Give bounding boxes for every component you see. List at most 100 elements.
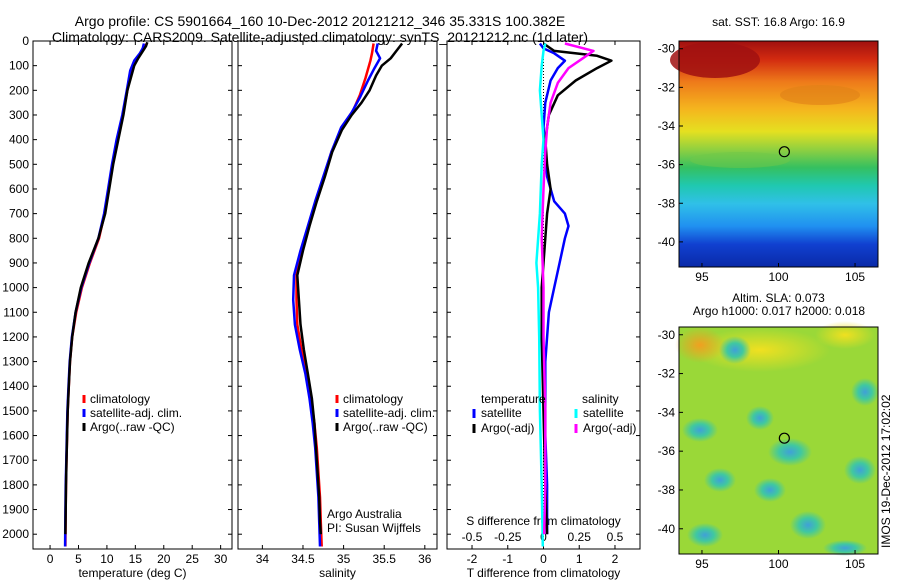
depth-tick-label: 1000: [2, 281, 29, 295]
sla_map-lon-tick-label: 105: [845, 557, 865, 571]
salinity-legend-label: Argo(..raw -QC): [343, 420, 428, 434]
sla-low-1: [719, 336, 751, 364]
difference-series-line: [538, 42, 570, 535]
sst-map: 95 100 105 -30 -32 -34 -36 -38 -40: [658, 40, 879, 284]
sla_map-lat-tick-label: -30: [658, 328, 676, 342]
depth-tick-label: 800: [9, 231, 29, 245]
sla-low-6: [844, 456, 876, 484]
sst_map-lat-tick-label: -38: [658, 196, 676, 210]
depth-tick-label: 1900: [2, 503, 29, 517]
sla-low-7: [754, 478, 786, 502]
figure-title-line1: Argo profile: CS 5901664_160 10-Dec-2012…: [74, 13, 566, 29]
depth-tick-label: 900: [9, 256, 29, 270]
salinity-legend-label: satellite-adj. clim.: [343, 406, 435, 420]
salinity-series-line: [295, 43, 375, 547]
temperature-frame: [32, 40, 233, 550]
depth-tick-label: 600: [9, 182, 29, 196]
sla-low-10: [687, 523, 723, 547]
temperature-xtick-label: 25: [186, 552, 200, 566]
s-difference-tick-label: 0.25: [568, 530, 592, 544]
difference-legend-label: satellite: [583, 406, 624, 420]
salinity-plot: 34 34.5 35 35.5 36 salinity climatologysatelli…: [237, 40, 438, 580]
salinity-xtick-label: 36: [418, 552, 432, 566]
sla-orange-nw: [675, 327, 725, 363]
difference-xtick-label: -2: [467, 552, 478, 566]
difference-series-line: [540, 42, 595, 535]
legend-header-salinity: salinity: [582, 392, 619, 406]
sla_map-lat-tick-label: -40: [658, 522, 676, 536]
difference-series-line: [535, 43, 547, 547]
depth-tick-label: 200: [9, 83, 29, 97]
sla-low-2: [851, 378, 879, 406]
sla_map-lat-tick-label: -34: [658, 405, 676, 419]
temperature-xtick-label: 0: [47, 552, 54, 566]
sst_map-lon-tick-label: 100: [768, 270, 788, 284]
salinity-series-line: [291, 43, 382, 547]
sst-green-patch: [690, 152, 790, 168]
salinity-legend-label: climatology: [343, 392, 403, 406]
temperature-legend-label: climatology: [90, 392, 150, 406]
imos-timestamp: IMOS 19-Dec-2012 17:02:02: [879, 394, 893, 548]
depth-tick-label: 1300: [2, 355, 29, 369]
sst_map-lat-tick-label: -36: [658, 158, 676, 172]
s-difference-tick-label: -0.25: [494, 530, 522, 544]
depth-tick-label: 1600: [2, 429, 29, 443]
depth-tick-label: 300: [9, 108, 29, 122]
salinity-xtick-label: 35.5: [373, 552, 397, 566]
sst_map-lat-tick-label: -30: [658, 42, 676, 56]
temperature-xtick-label: 15: [129, 552, 143, 566]
sla-map-title-line1: Altim. SLA: 0.073: [732, 291, 825, 305]
sla-low-9: [790, 511, 826, 539]
temperature-legend-label: satellite-adj. clim.: [90, 406, 182, 420]
sst_map-lon-tick-label: 105: [845, 270, 865, 284]
salinity-xtick-label: 34: [256, 552, 270, 566]
salinity-frame: [237, 40, 438, 550]
depth-tick-label: 1200: [2, 330, 29, 344]
sla-low-4: [682, 418, 718, 442]
sst_map-lat-tick-label: -34: [658, 119, 676, 133]
credit-line2: PI: Susan Wijffels: [327, 521, 421, 535]
difference-xtick-label: 0: [540, 552, 547, 566]
temperature-series-line: [64, 41, 149, 535]
sst-orange-patch: [780, 85, 860, 105]
temperature-series-line: [64, 42, 148, 547]
salinity-series-line: [296, 42, 404, 535]
credit-line1: Argo Australia: [327, 507, 402, 521]
sst-map-title: sat. SST: 16.8 Argo: 16.9: [712, 15, 845, 29]
salinity-xlabel: salinity: [319, 566, 356, 580]
depth-tick-label: 100: [9, 59, 29, 73]
difference-xtick-label: 1: [576, 552, 583, 566]
sla_map-lon-tick-label: 95: [695, 557, 709, 571]
depth-tick-label: 1700: [2, 453, 29, 467]
depth-tick-label: 1500: [2, 404, 29, 418]
sst-warm-patch: [670, 42, 760, 78]
salinity-xtick-label: 35: [337, 552, 351, 566]
depth-tick-label: 1800: [2, 478, 29, 492]
depth-tick-label: 500: [9, 157, 29, 171]
sla-high-ne: [815, 321, 875, 349]
sla-low-11: [823, 540, 867, 556]
temperature-legend-label: Argo(..raw -QC): [90, 420, 175, 434]
temperature-xtick-label: 20: [157, 552, 171, 566]
sla-low-8: [704, 468, 736, 492]
sst_map-lat-tick-label: -40: [658, 235, 676, 249]
sla_map-profile-location-marker: [778, 432, 790, 444]
sla_map-lat-tick-label: -38: [658, 483, 676, 497]
difference-xtick-label: 2: [612, 552, 619, 566]
sla_map-lat-tick-label: -36: [658, 444, 676, 458]
sst_map-profile-location-marker: [778, 146, 790, 158]
difference-legend-label: Argo(-adj): [481, 421, 534, 435]
sla_map-lon-tick-label: 100: [768, 557, 788, 571]
difference-legend-label: satellite: [481, 406, 522, 420]
sla-low-3: [746, 406, 774, 430]
legend-header-temperature: temperature: [481, 392, 546, 406]
sst_map-lon-tick-label: 95: [695, 270, 709, 284]
sla-high-north: [690, 328, 830, 372]
difference-series-line: [540, 42, 613, 535]
sla_map-lat-tick-label: -32: [658, 367, 676, 381]
salinity-xtick-label: 34.5: [291, 552, 315, 566]
temperature-series-line: [63, 43, 146, 547]
temperature-plot: 0100200300400500600700800900100011001200…: [2, 34, 233, 580]
